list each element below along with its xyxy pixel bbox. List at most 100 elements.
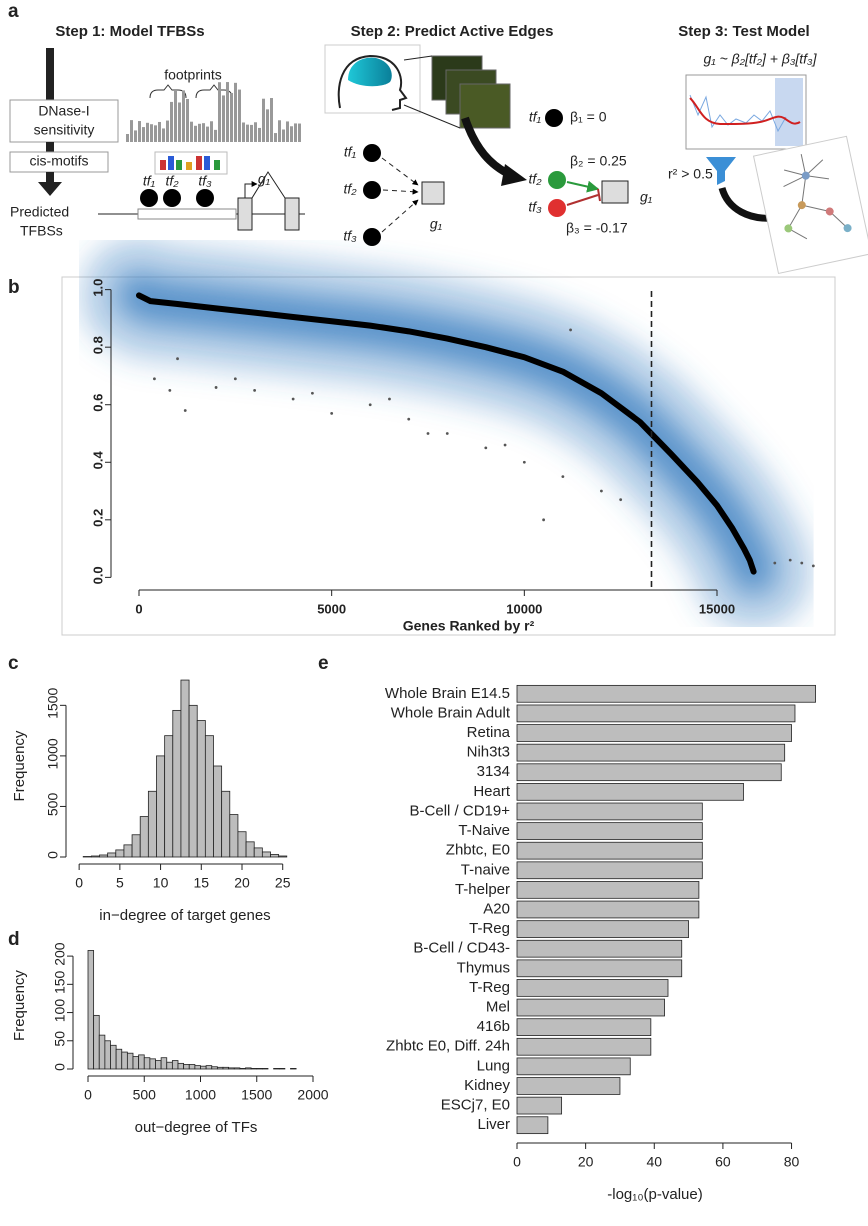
- signal-bar: [158, 122, 161, 142]
- bar: [517, 901, 699, 918]
- signal-bar: [218, 82, 221, 142]
- signal-bar: [126, 134, 129, 142]
- signal-bar: [290, 126, 293, 142]
- tf-node: [363, 144, 381, 162]
- label: tf₂: [165, 173, 179, 189]
- tf-node: [363, 181, 381, 199]
- x-tick-label: 15: [193, 875, 209, 891]
- bar: [517, 1038, 651, 1055]
- arrow: [38, 172, 62, 196]
- x-tick-label: 500: [133, 1087, 157, 1103]
- x-tick-label: 80: [784, 1154, 800, 1170]
- x-axis-title: out−degree of TFs: [135, 1119, 258, 1136]
- bar: [517, 1058, 630, 1075]
- y-tick-label: 200: [52, 942, 68, 966]
- x-axis-title: in−degree of target genes: [99, 907, 270, 924]
- bar: [517, 1097, 562, 1114]
- x-tick-label: 2000: [297, 1087, 328, 1103]
- y-tick-label: 0.4: [90, 450, 105, 469]
- signal-bar: [166, 121, 169, 142]
- point: [407, 418, 410, 421]
- bar: [178, 1063, 184, 1069]
- label: tf₃: [528, 199, 542, 215]
- bar: [150, 1059, 156, 1069]
- label: g₁: [258, 171, 271, 187]
- point: [800, 562, 803, 565]
- step2: Step 2: Predict Active Edges tf₁ tf₂ tf₃…: [325, 23, 653, 246]
- y-tick-label: 0.8: [90, 336, 105, 354]
- tf-node: [548, 199, 566, 217]
- label: β₁ = 0: [570, 109, 607, 125]
- y-tick-label: 1500: [45, 688, 61, 719]
- y-tick-label: 100: [52, 999, 68, 1023]
- y-tick-label: 0.2: [90, 509, 105, 527]
- point: [569, 329, 572, 332]
- bar: [223, 1067, 229, 1069]
- point: [789, 559, 792, 562]
- category-label: T-Reg: [469, 979, 510, 996]
- bar: [201, 1066, 207, 1069]
- bar: [240, 1068, 246, 1069]
- y-tick-label: 500: [45, 793, 61, 817]
- bar: [251, 1068, 257, 1069]
- x-tick-label: 25: [275, 875, 291, 891]
- bar: [517, 783, 744, 800]
- bar: [517, 842, 702, 859]
- bar: [517, 725, 792, 742]
- point: [234, 377, 237, 380]
- signal-bar: [194, 126, 197, 142]
- signal-bar: [274, 133, 277, 142]
- point: [253, 389, 256, 392]
- label: tf₁: [344, 144, 357, 160]
- bar: [205, 736, 213, 857]
- panel-label: a: [8, 1, 19, 22]
- edge-bar: [598, 189, 600, 201]
- panel-label: b: [8, 277, 20, 298]
- bar: [517, 705, 795, 722]
- figure: a b c d e Step 1: Model TFBSs DNase-I se…: [0, 0, 868, 1226]
- x-tick-label: 10: [153, 875, 169, 891]
- category-label: Liver: [477, 1116, 510, 1133]
- category-label: Mel: [486, 999, 510, 1016]
- formula: g₁ ~ β₂[tf₂] + β₃[tf₃]: [703, 51, 817, 67]
- category-label: Whole Brain E14.5: [385, 685, 510, 702]
- bar: [122, 1052, 128, 1069]
- point: [773, 562, 776, 565]
- category-label: Nih3t3: [467, 744, 510, 761]
- label: TFBSs: [20, 223, 63, 239]
- sequence: [138, 209, 236, 219]
- label: g₁: [430, 216, 443, 232]
- signal-bar: [266, 109, 269, 142]
- bar: [517, 823, 702, 840]
- bar: [517, 764, 781, 781]
- signal-bar: [226, 82, 229, 142]
- step1: Step 1: Model TFBSs DNase-I sensitivity …: [10, 23, 305, 239]
- x-tick-label: 0: [513, 1154, 521, 1170]
- signal-bar: [190, 122, 193, 142]
- edge: [567, 195, 598, 205]
- x-axis-title: Genes Ranked by r²: [403, 618, 535, 634]
- bar: [217, 1067, 223, 1069]
- label: sensitivity: [34, 122, 95, 138]
- bar: [195, 1066, 201, 1069]
- signal-bar: [262, 99, 265, 142]
- gene-node: [422, 182, 444, 204]
- signal-bar: [182, 90, 185, 142]
- bar: [257, 1068, 263, 1069]
- panel-label: e: [318, 653, 329, 674]
- edge: [382, 158, 418, 185]
- signal-bar: [146, 123, 149, 142]
- bar: [133, 1057, 139, 1069]
- motif-letter: [214, 160, 220, 170]
- bar: [105, 1041, 111, 1069]
- bar: [161, 1058, 167, 1069]
- point: [600, 490, 603, 493]
- label: cis-motifs: [29, 153, 88, 169]
- category-label: T-Naive: [458, 822, 510, 839]
- label: tf₃: [343, 228, 357, 244]
- signal-bar: [206, 127, 209, 142]
- bar: [246, 842, 254, 857]
- page: a b c d e Step 1: Model TFBSs DNase-I se…: [0, 0, 868, 1226]
- motif-letter: [176, 160, 182, 170]
- signal-bar: [286, 121, 289, 142]
